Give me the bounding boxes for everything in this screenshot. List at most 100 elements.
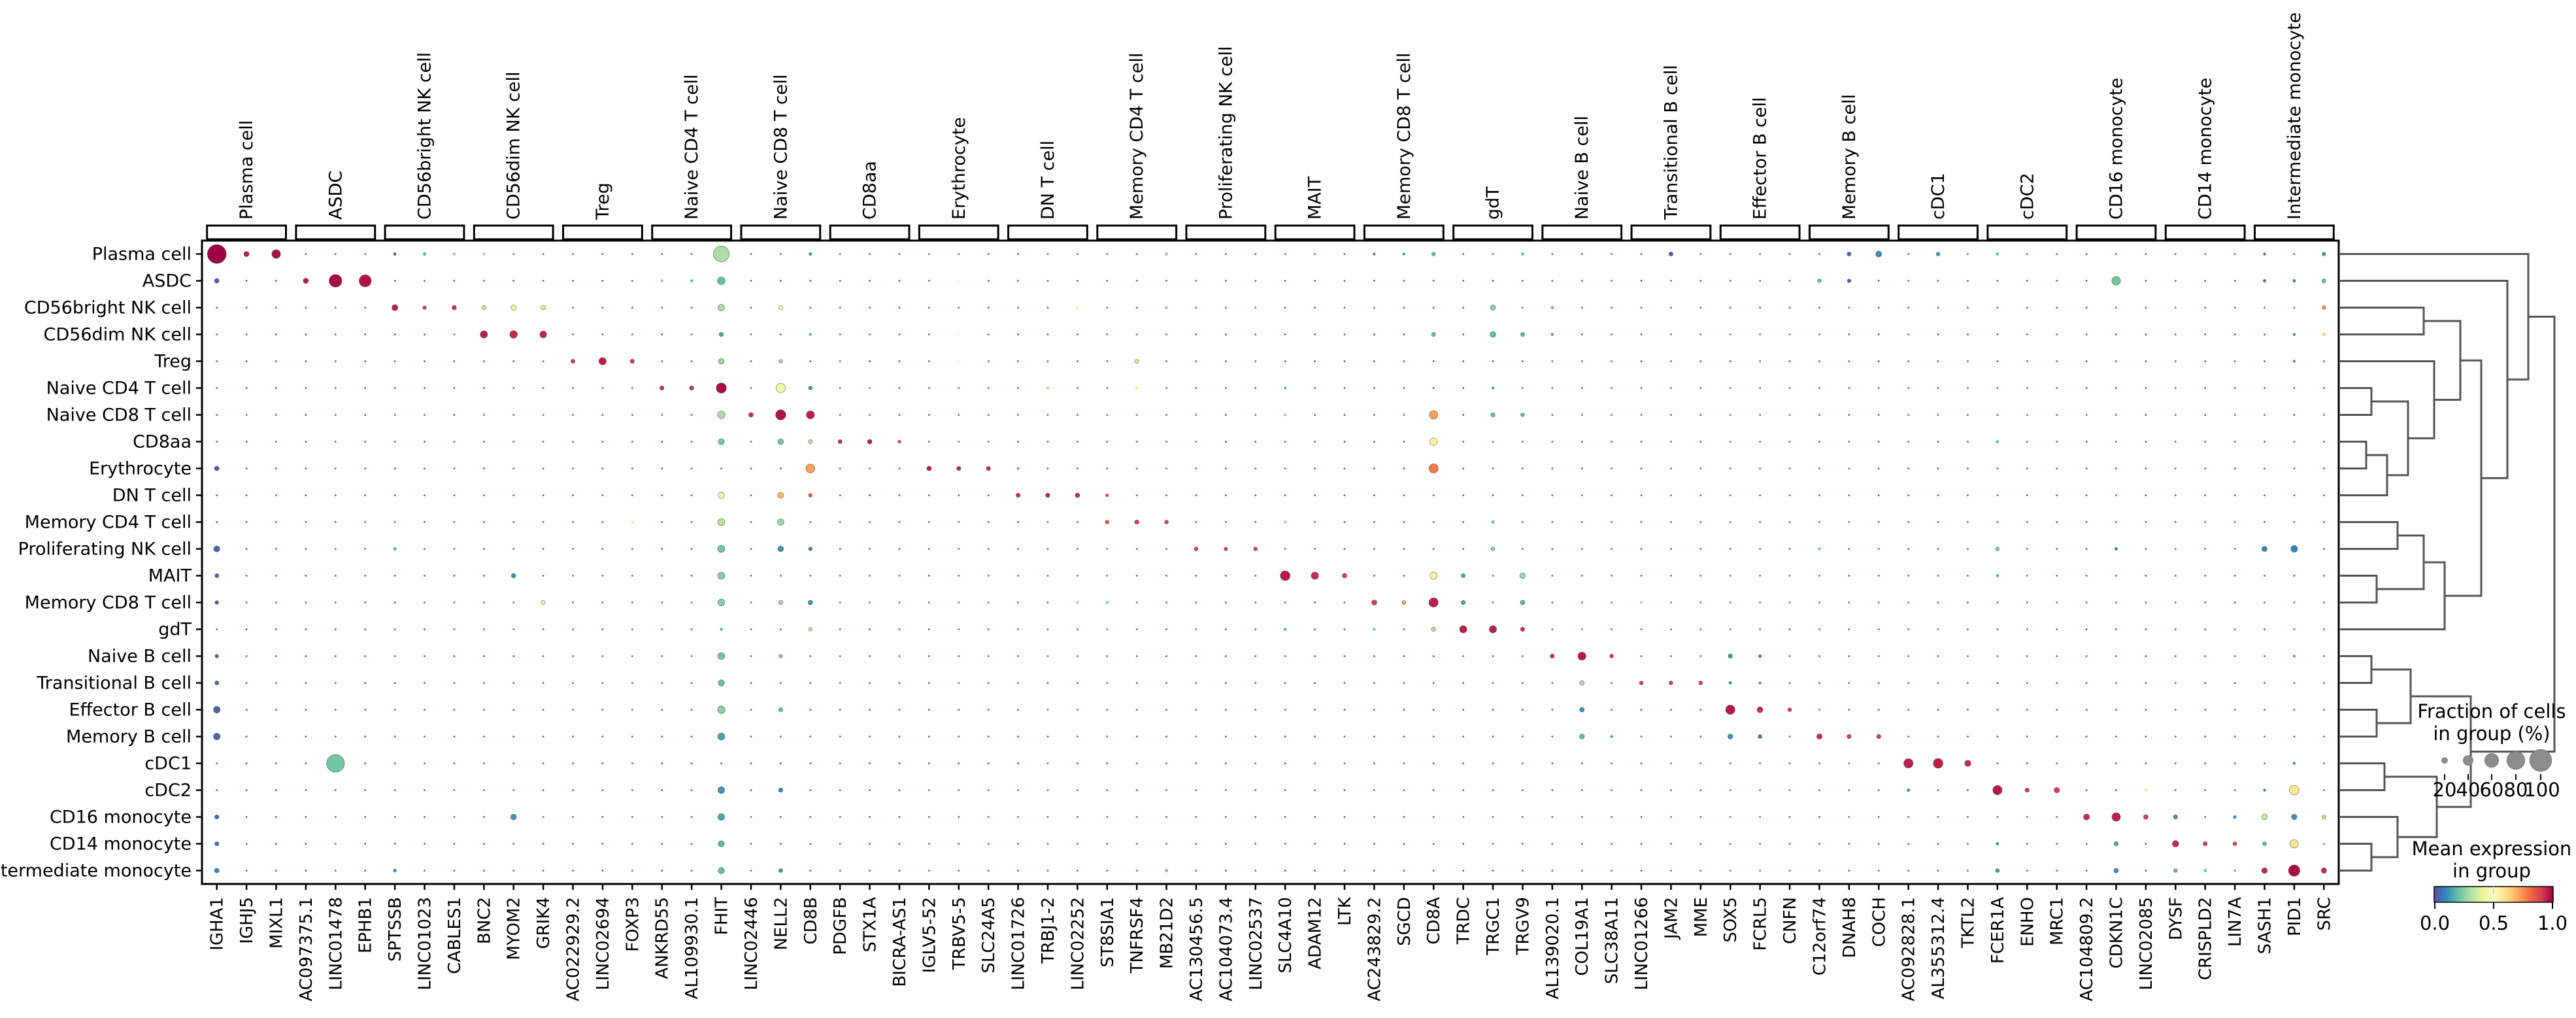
expression-dot: [305, 253, 307, 255]
expression-dot: [1877, 414, 1880, 416]
expression-dot: [482, 280, 485, 282]
expression-dot: [1967, 816, 1969, 818]
expression-dot: [1848, 521, 1850, 523]
expression-dot: [2056, 307, 2058, 309]
expression-dot: [837, 439, 843, 444]
expression-dot: [2204, 789, 2207, 791]
expression-dot: [809, 280, 812, 282]
gene-label-coch: COCH: [1869, 897, 1889, 947]
expression-dot: [1076, 306, 1079, 309]
expression-dot: [2145, 333, 2147, 335]
expression-dot: [572, 548, 574, 550]
expression-dot: [1373, 521, 1375, 523]
expression-dot: [482, 655, 485, 657]
expression-dot: [1490, 412, 1496, 418]
expression-dot: [2321, 279, 2326, 283]
expression-dot: [305, 602, 307, 603]
expression-dot: [2056, 736, 2058, 738]
expression-dot: [482, 387, 485, 389]
expression-dot: [1106, 307, 1109, 309]
expression-dot: [364, 628, 367, 630]
expression-dot: [928, 816, 930, 818]
expression-dot: [1611, 494, 1613, 496]
expression-dot: [1907, 253, 1910, 255]
expression-dot: [1877, 548, 1880, 550]
group-bracket: [473, 224, 554, 241]
expression-dot: [2204, 280, 2207, 282]
expression-dot: [1699, 280, 1702, 282]
expression-dot: [216, 307, 218, 309]
expression-dot: [2264, 575, 2266, 577]
expression-dot: [2113, 868, 2119, 874]
expression-dot: [1224, 494, 1227, 496]
gene-label-bicra-as1: BICRA-AS1: [890, 897, 910, 987]
expression-dot: [661, 602, 663, 603]
expression-dot: [631, 307, 633, 309]
expression-dot: [987, 387, 990, 389]
expression-dot: [214, 681, 220, 685]
expression-dot: [1403, 387, 1405, 389]
expression-dot: [839, 414, 841, 416]
expression-dot: [1818, 387, 1820, 389]
expression-dot: [987, 736, 990, 738]
expression-dot: [839, 870, 841, 872]
expression-dot: [1462, 655, 1465, 657]
expression-dot: [2085, 843, 2088, 845]
gene-label-pdgfb: PDGFB: [831, 897, 850, 955]
expression-dot: [512, 602, 515, 603]
expression-dot: [2026, 575, 2028, 577]
expression-dot: [869, 870, 871, 872]
expression-dot: [1788, 387, 1791, 389]
gene-label-mb21d2: MB21D2: [1158, 897, 1177, 969]
expression-dot: [869, 414, 871, 416]
expression-dot: [1758, 734, 1762, 739]
expression-dot: [1759, 843, 1762, 845]
expression-dot: [1343, 548, 1346, 550]
expression-dot: [1729, 253, 1731, 255]
expression-dot: [1402, 252, 1405, 256]
expression-dot: [898, 280, 901, 282]
row-label-cdc1: cDC1: [144, 754, 192, 774]
expression-dot: [1314, 307, 1316, 309]
expression-dot: [958, 709, 960, 711]
expression-dot: [245, 736, 248, 738]
group-bracket: [918, 224, 999, 241]
expression-dot: [1490, 331, 1496, 338]
expression-dot: [631, 602, 633, 603]
expression-dot: [631, 816, 633, 818]
expression-dot: [2026, 521, 2028, 523]
expression-dot: [750, 360, 752, 362]
expression-dot: [2233, 815, 2237, 819]
expression-dot: [661, 816, 663, 818]
expression-dot: [1848, 762, 1850, 764]
expression-dot: [2293, 494, 2296, 496]
expression-dot: [1848, 467, 1850, 469]
expression-dot: [2085, 762, 2088, 764]
expression-dot: [1106, 467, 1109, 469]
expression-dot: [512, 628, 515, 630]
expression-dot: [393, 709, 396, 711]
expression-dot: [1462, 333, 1465, 335]
row-label-erythrocyte: Erythrocyte: [89, 459, 192, 479]
expression-dot: [2115, 387, 2117, 389]
expression-dot: [1373, 333, 1375, 335]
expression-dot: [1403, 467, 1405, 469]
expression-dot: [364, 870, 367, 872]
expression-dot: [720, 467, 722, 469]
row-label-memory-cd8-t-cell: Memory CD8 T cell: [25, 593, 192, 613]
expression-dot: [1492, 494, 1494, 496]
expression-dot: [2026, 414, 2028, 416]
expression-dot: [1759, 521, 1762, 523]
expression-dot: [809, 682, 812, 684]
group-bracket: [1096, 224, 1178, 241]
expression-dot: [1964, 760, 1971, 767]
expression-dot: [958, 682, 960, 684]
expression-dot: [542, 682, 544, 684]
expression-dot: [2174, 762, 2177, 764]
expression-dot: [718, 679, 725, 687]
expression-dot: [2293, 628, 2296, 630]
expression-dot: [2264, 655, 2266, 657]
expression-dot: [1017, 709, 1020, 711]
expression-dot: [1343, 709, 1346, 711]
expression-dot: [2145, 548, 2147, 550]
